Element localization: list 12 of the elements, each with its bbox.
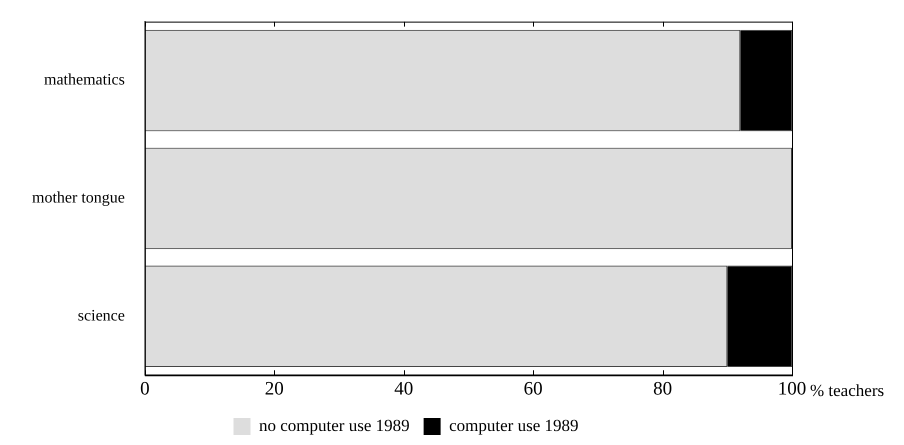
x-tick-label: 100 — [778, 378, 806, 400]
legend-label: computer use 1989 — [449, 416, 578, 435]
y-tick-label: mathematics — [44, 72, 125, 89]
x-tick-label: 80 — [653, 378, 672, 400]
x-tick-label: 20 — [264, 378, 284, 400]
x-axis-title: % teachers — [810, 381, 884, 400]
x-tick-label: 60 — [524, 378, 543, 400]
y-tick-label: mother tongue — [32, 190, 125, 207]
x-tick-label: 40 — [394, 378, 414, 400]
y-tick-label: science — [78, 307, 125, 324]
x-tick-label: 0 — [140, 378, 150, 400]
legend-label: no computer use 1989 — [259, 416, 410, 435]
